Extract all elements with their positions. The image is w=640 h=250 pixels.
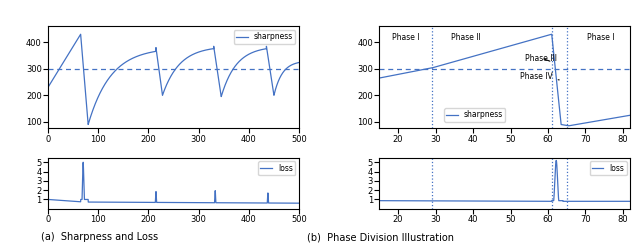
Text: Phase IV: Phase IV — [520, 72, 559, 81]
Legend: loss: loss — [589, 162, 627, 175]
Text: Phase I: Phase I — [587, 33, 614, 42]
Legend: loss: loss — [258, 162, 295, 175]
Legend: sharpness: sharpness — [234, 30, 295, 44]
Text: (a)  Sharpness and Loss: (a) Sharpness and Loss — [40, 232, 158, 242]
Text: Phase I: Phase I — [392, 33, 419, 42]
Text: (b)  Phase Division Illustration: (b) Phase Division Illustration — [307, 232, 454, 242]
Text: Phase II: Phase II — [451, 33, 481, 42]
Text: Phase III: Phase III — [525, 54, 557, 62]
Legend: sharpness: sharpness — [444, 108, 506, 122]
